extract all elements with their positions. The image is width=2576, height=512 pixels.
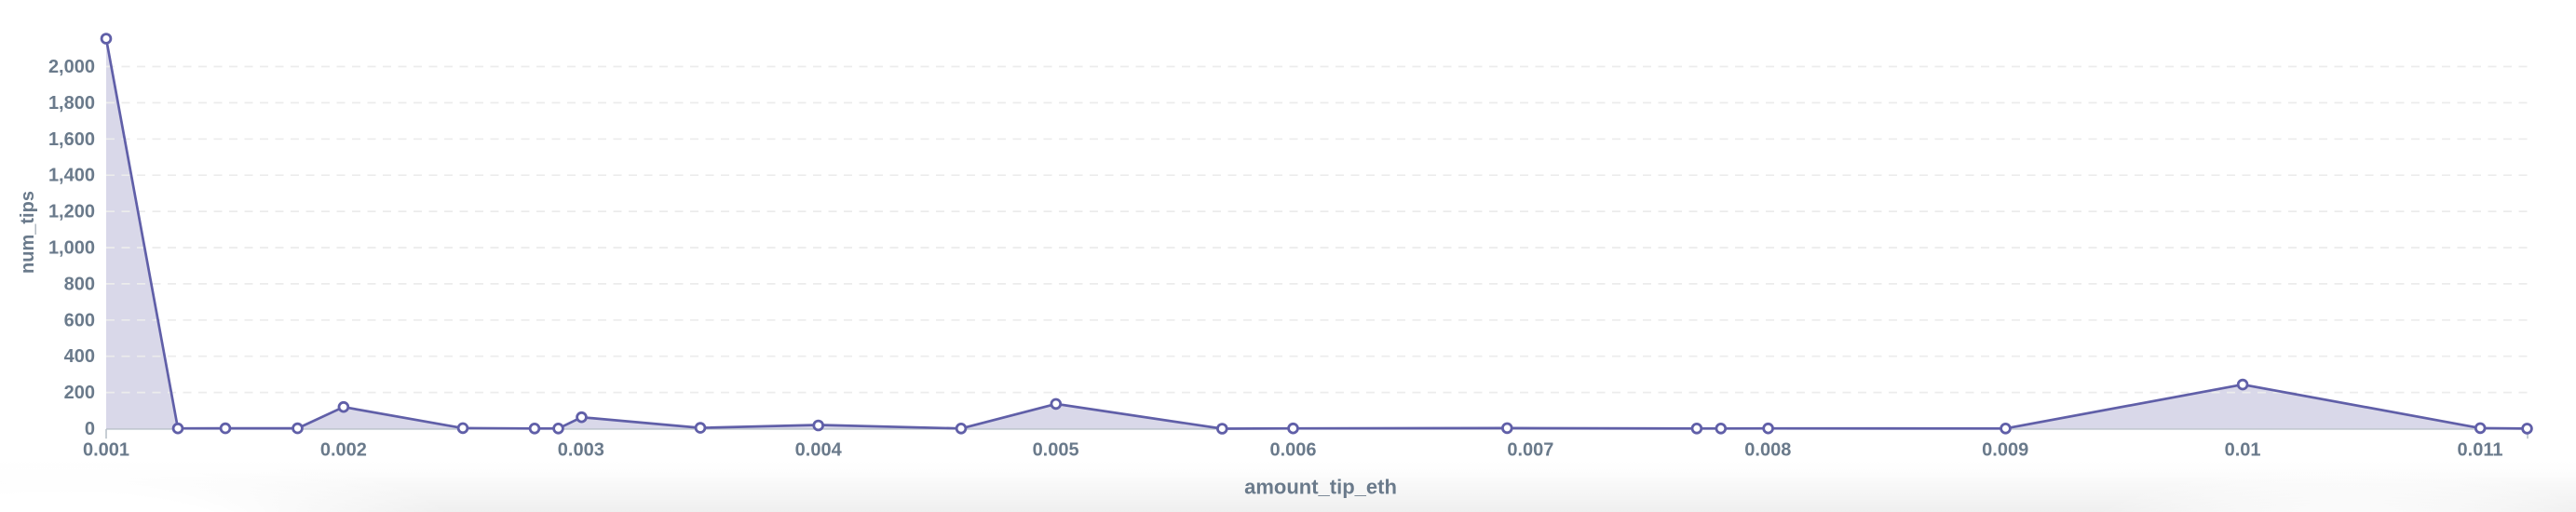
svg-text:800: 800 xyxy=(64,274,95,294)
svg-text:0.007: 0.007 xyxy=(1507,440,1553,461)
svg-text:0.002: 0.002 xyxy=(320,440,367,461)
svg-text:0.008: 0.008 xyxy=(1744,440,1791,461)
svg-text:0.01: 0.01 xyxy=(2225,440,2261,461)
svg-text:1,400: 1,400 xyxy=(48,166,95,186)
svg-text:2,000: 2,000 xyxy=(48,57,95,77)
svg-text:200: 200 xyxy=(64,383,95,403)
svg-text:1,800: 1,800 xyxy=(48,93,95,114)
svg-text:0.009: 0.009 xyxy=(1982,440,2028,461)
svg-text:400: 400 xyxy=(64,346,95,367)
svg-text:1,200: 1,200 xyxy=(48,202,95,222)
svg-text:0.006: 0.006 xyxy=(1269,440,1316,461)
svg-text:0: 0 xyxy=(85,419,95,439)
svg-text:0.005: 0.005 xyxy=(1033,440,1079,461)
svg-text:0.001: 0.001 xyxy=(83,440,129,461)
svg-text:0.011: 0.011 xyxy=(2458,440,2503,461)
svg-text:600: 600 xyxy=(64,310,95,330)
svg-text:0.003: 0.003 xyxy=(558,440,604,461)
svg-text:0.004: 0.004 xyxy=(795,440,843,461)
svg-text:1,000: 1,000 xyxy=(48,238,95,259)
svg-text:amount_tip_eth: amount_tip_eth xyxy=(1244,476,1397,499)
svg-text:1,600: 1,600 xyxy=(48,129,95,150)
svg-text:num_tips: num_tips xyxy=(18,191,38,274)
